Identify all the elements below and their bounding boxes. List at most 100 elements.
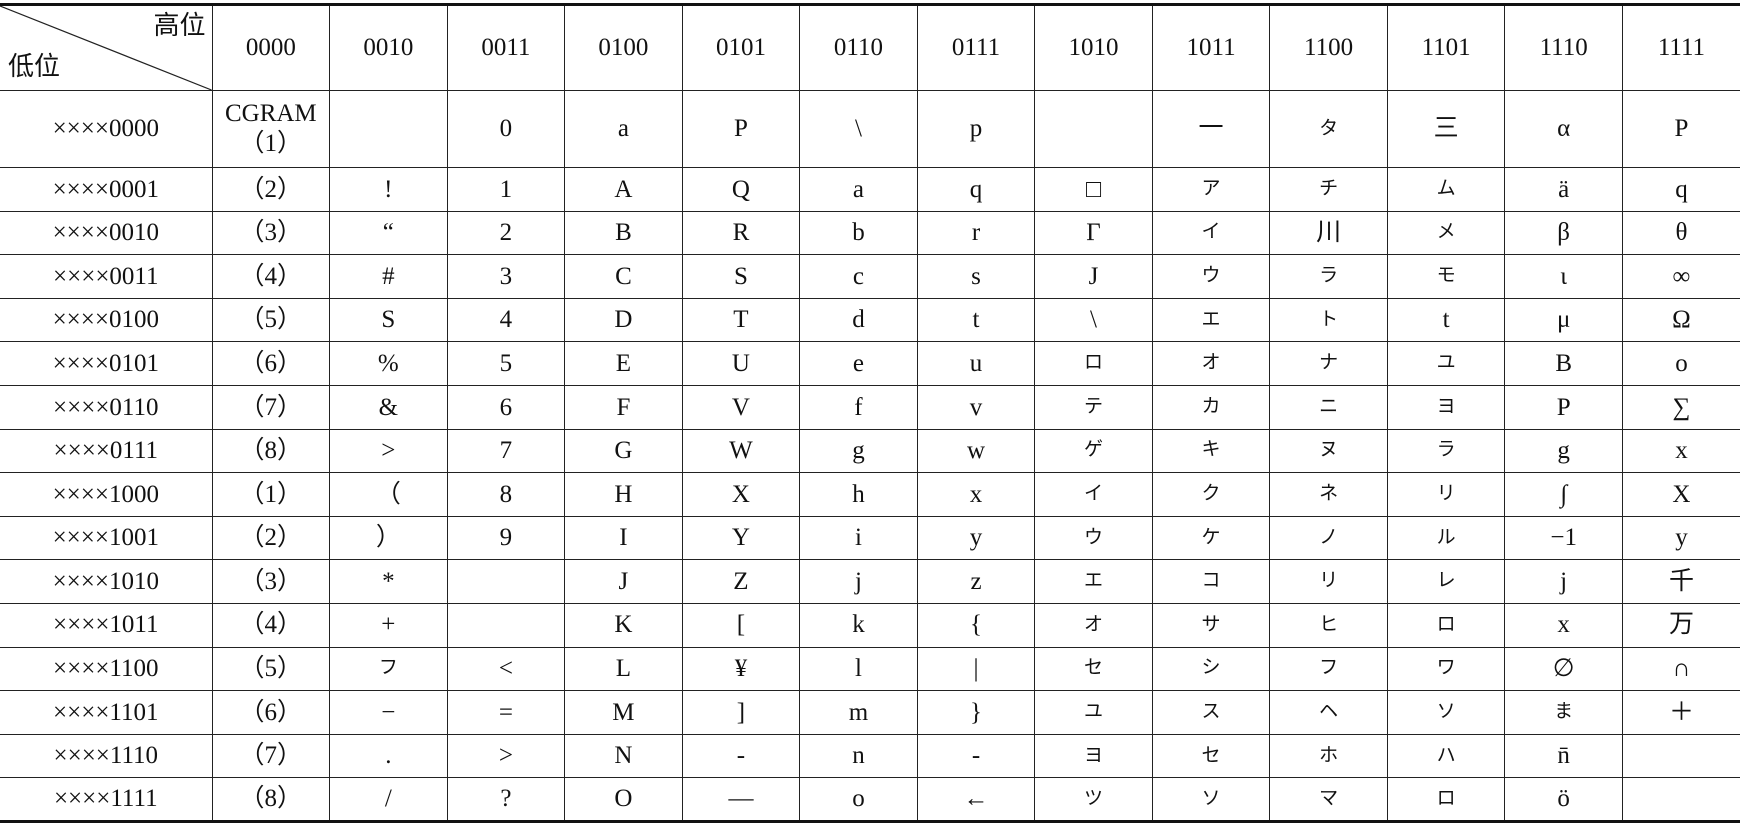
character-cell: モ bbox=[1386, 254, 1506, 299]
character-cell: ト bbox=[1269, 297, 1388, 343]
character-cell: （7） bbox=[211, 733, 331, 779]
column-header: 0000 bbox=[211, 3, 331, 91]
row-label: ××××1001 bbox=[0, 515, 213, 561]
character-cell: Q bbox=[681, 167, 801, 212]
character-cell: \ bbox=[1034, 297, 1153, 343]
character-cell: } bbox=[916, 690, 1036, 735]
character-cell: エ bbox=[1151, 297, 1271, 343]
character-cell: r bbox=[916, 210, 1036, 256]
character-cell: ∑ bbox=[1621, 384, 1740, 430]
character-cell: J bbox=[1034, 254, 1153, 299]
character-cell: y bbox=[1621, 515, 1740, 561]
character-cell: カ bbox=[1151, 384, 1271, 430]
character-cell: （6） bbox=[211, 341, 331, 386]
character-cell: θ bbox=[1621, 210, 1740, 256]
column-header: 0101 bbox=[681, 3, 801, 91]
character-cell: \ bbox=[799, 90, 918, 168]
header-row: 高位 低位 0000 0010 0011 0100 0101 0110 0111 1010 10… bbox=[0, 3, 1740, 91]
character-cell: h bbox=[799, 472, 918, 517]
character-cell: セ bbox=[1151, 733, 1271, 779]
character-cell: ワ bbox=[1386, 646, 1506, 692]
character-cell: Z bbox=[681, 559, 801, 604]
character-cell: ナ bbox=[1269, 341, 1388, 386]
character-cell: （1） bbox=[211, 472, 331, 517]
column-header: 1101 bbox=[1386, 3, 1506, 91]
character-cell: w bbox=[916, 428, 1036, 474]
character-cell: 3 bbox=[446, 254, 566, 299]
character-cell: * bbox=[329, 559, 448, 604]
character-cell: □ bbox=[1034, 167, 1153, 212]
character-cell: マ bbox=[1269, 777, 1388, 823]
character-cell: x bbox=[1504, 602, 1623, 648]
character-cell: エ bbox=[1034, 559, 1153, 604]
character-cell: U bbox=[681, 341, 801, 386]
table-row: ××××1100 （5）フ < L ¥ l | セシフワ ∅ ∩ bbox=[0, 646, 1740, 692]
character-cell: t bbox=[916, 297, 1036, 343]
character-cell: ウ bbox=[1151, 254, 1271, 299]
character-cell: ま bbox=[1504, 690, 1623, 735]
row-label: ××××1011 bbox=[0, 602, 213, 648]
character-cell: W bbox=[681, 428, 801, 474]
character-cell: 4 bbox=[446, 297, 566, 343]
character-cell: ＋ bbox=[1621, 690, 1740, 735]
character-cell: ? bbox=[446, 777, 566, 823]
character-cell: Ω bbox=[1621, 297, 1740, 343]
character-cell: | bbox=[916, 646, 1036, 692]
character-cell: & bbox=[329, 384, 448, 430]
character-cell: # bbox=[329, 254, 448, 299]
character-cell: M bbox=[564, 690, 683, 735]
character-cell: R bbox=[681, 210, 801, 256]
character-cell: k bbox=[799, 602, 918, 648]
character-cell: j bbox=[1504, 559, 1623, 604]
character-cell bbox=[1621, 733, 1740, 779]
character-cell: （4） bbox=[211, 254, 331, 299]
character-cell: （3） bbox=[211, 210, 331, 256]
character-cell: レ bbox=[1386, 559, 1506, 604]
character-cell: ∩ bbox=[1621, 646, 1740, 692]
row-label: ××××0100 bbox=[0, 297, 213, 343]
character-cell: 6 bbox=[446, 384, 566, 430]
character-cell: a bbox=[564, 90, 683, 168]
character-cell: ス bbox=[1151, 690, 1271, 735]
character-cell: g bbox=[799, 428, 918, 474]
character-cell: O bbox=[564, 777, 683, 823]
character-cell: [ bbox=[681, 602, 801, 648]
character-cell: ロ bbox=[1034, 341, 1153, 386]
character-cell: 三 bbox=[1386, 90, 1506, 168]
character-cell: ネ bbox=[1269, 472, 1388, 517]
row-label: ××××0111 bbox=[0, 428, 213, 474]
character-cell: = bbox=[446, 690, 566, 735]
table-row: ××××0000 CGRAM （1） 0 a P \ p 一タ三 α P bbox=[0, 90, 1740, 168]
row-label: ××××1111 bbox=[0, 777, 213, 823]
character-cell: S bbox=[681, 254, 801, 299]
character-cell: s bbox=[916, 254, 1036, 299]
table-row: ××××1011 （4） + K[k{オサヒロ x 万 bbox=[0, 602, 1740, 648]
character-cell: ヨ bbox=[1386, 384, 1506, 430]
character-cell: P bbox=[1621, 90, 1740, 168]
character-cell: a bbox=[799, 167, 918, 212]
character-cell: ユ bbox=[1034, 690, 1153, 735]
character-cell: B bbox=[564, 210, 683, 256]
character-cell: α bbox=[1504, 90, 1623, 168]
row-label: ××××0010 bbox=[0, 210, 213, 256]
character-cell: V bbox=[681, 384, 801, 430]
character-cell: ラ bbox=[1269, 254, 1388, 299]
character-cell: - bbox=[916, 733, 1036, 779]
character-cell: B bbox=[1504, 341, 1623, 386]
diagonal-divider bbox=[0, 6, 212, 90]
character-cell: 2 bbox=[446, 210, 566, 256]
character-cell: % bbox=[329, 341, 448, 386]
character-cell: テ bbox=[1034, 384, 1153, 430]
character-cell bbox=[329, 90, 448, 168]
character-cell: - bbox=[681, 733, 801, 779]
row-label: ××××0110 bbox=[0, 384, 213, 430]
character-cell: ア bbox=[1151, 167, 1271, 212]
character-cell: β bbox=[1504, 210, 1623, 256]
character-cell: J bbox=[564, 559, 683, 604]
character-cell: 1 bbox=[446, 167, 566, 212]
character-cell bbox=[446, 602, 566, 648]
character-cell: ö bbox=[1504, 777, 1623, 823]
